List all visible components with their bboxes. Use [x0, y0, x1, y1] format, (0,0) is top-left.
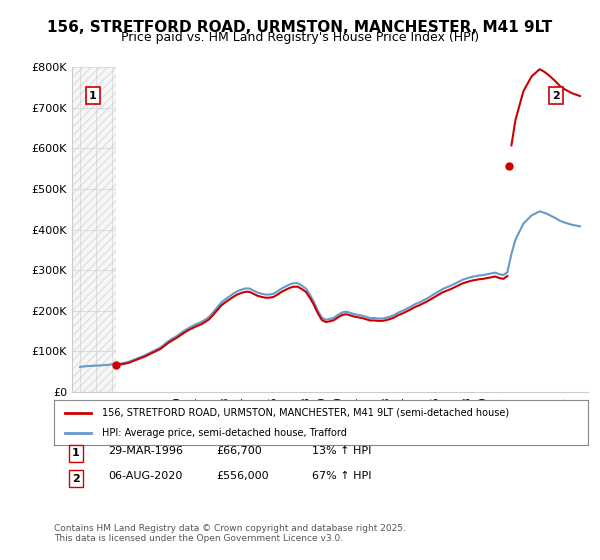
Text: Contains HM Land Registry data © Crown copyright and database right 2025.
This d: Contains HM Land Registry data © Crown c…: [54, 524, 406, 543]
Bar: [116, 67, 588, 392]
Bar: [72, 67, 116, 392]
Text: £66,700: £66,700: [216, 446, 262, 456]
Text: 1: 1: [72, 449, 80, 459]
Text: 06-AUG-2020: 06-AUG-2020: [108, 471, 182, 481]
Text: Price paid vs. HM Land Registry's House Price Index (HPI): Price paid vs. HM Land Registry's House …: [121, 31, 479, 44]
Text: £556,000: £556,000: [216, 471, 269, 481]
Text: 156, STRETFORD ROAD, URMSTON, MANCHESTER, M41 9LT (semi-detached house): 156, STRETFORD ROAD, URMSTON, MANCHESTER…: [102, 408, 509, 418]
Text: 2: 2: [72, 474, 80, 484]
Text: 2: 2: [552, 91, 560, 101]
Text: 1: 1: [89, 91, 97, 101]
Text: HPI: Average price, semi-detached house, Trafford: HPI: Average price, semi-detached house,…: [102, 428, 347, 438]
Text: 156, STRETFORD ROAD, URMSTON, MANCHESTER, M41 9LT: 156, STRETFORD ROAD, URMSTON, MANCHESTER…: [47, 20, 553, 35]
Text: 67% ↑ HPI: 67% ↑ HPI: [312, 471, 371, 481]
Text: 29-MAR-1996: 29-MAR-1996: [108, 446, 183, 456]
Text: 13% ↑ HPI: 13% ↑ HPI: [312, 446, 371, 456]
